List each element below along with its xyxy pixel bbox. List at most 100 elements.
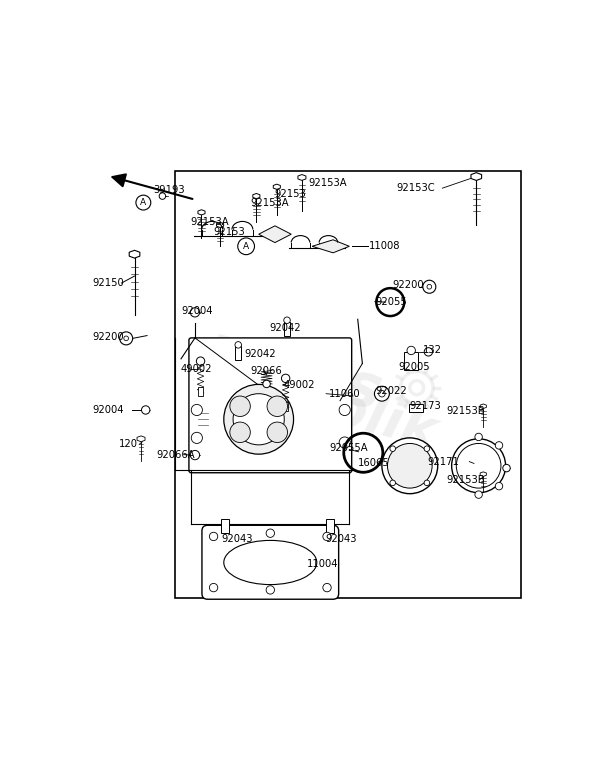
Polygon shape [259, 226, 291, 243]
Polygon shape [480, 404, 487, 408]
Text: 92004: 92004 [92, 405, 124, 415]
Circle shape [424, 480, 430, 486]
Circle shape [233, 394, 284, 445]
Bar [284, 322, 290, 336]
Text: 92042: 92042 [269, 323, 301, 333]
Text: 92005: 92005 [398, 362, 430, 372]
Text: 11004: 11004 [307, 560, 338, 570]
Circle shape [267, 396, 287, 416]
Bar [404, 352, 418, 370]
Circle shape [235, 342, 241, 348]
Text: 92150: 92150 [92, 278, 124, 288]
Circle shape [191, 432, 202, 443]
Circle shape [390, 446, 395, 452]
Circle shape [495, 442, 503, 449]
Text: 49002: 49002 [181, 363, 212, 374]
Circle shape [224, 384, 293, 454]
Text: 92042: 92042 [245, 349, 277, 359]
Circle shape [390, 480, 395, 486]
Text: A: A [140, 198, 146, 207]
Text: 92153A: 92153A [308, 177, 347, 188]
Circle shape [424, 446, 430, 452]
Text: 11008: 11008 [370, 241, 401, 251]
Circle shape [423, 281, 436, 293]
Circle shape [323, 532, 331, 541]
Circle shape [374, 386, 389, 401]
Circle shape [452, 439, 506, 493]
Circle shape [424, 348, 433, 356]
Circle shape [196, 357, 205, 365]
Polygon shape [137, 436, 145, 442]
Bar [283, 401, 288, 411]
Text: 92153: 92153 [214, 227, 245, 237]
FancyBboxPatch shape [202, 525, 338, 599]
Bar [221, 519, 229, 533]
Circle shape [475, 491, 482, 498]
Circle shape [475, 433, 482, 441]
Text: 92173: 92173 [410, 401, 442, 412]
Text: 92200: 92200 [392, 281, 424, 291]
Circle shape [263, 381, 271, 388]
Circle shape [119, 332, 133, 345]
Polygon shape [273, 184, 280, 189]
Text: 92153B: 92153B [446, 475, 485, 484]
Text: 11060: 11060 [328, 389, 360, 398]
Bar [198, 387, 203, 396]
Circle shape [159, 193, 166, 199]
Circle shape [266, 529, 274, 537]
Text: A: A [243, 242, 249, 251]
Text: 39193: 39193 [153, 184, 185, 195]
Circle shape [190, 450, 200, 460]
Circle shape [124, 336, 128, 341]
Circle shape [388, 443, 432, 488]
Circle shape [209, 532, 218, 541]
Circle shape [323, 584, 331, 592]
Text: 92153A: 92153A [190, 217, 229, 226]
Circle shape [266, 586, 274, 594]
Circle shape [407, 346, 415, 355]
Circle shape [142, 406, 150, 414]
Polygon shape [217, 222, 224, 228]
Text: 16065: 16065 [358, 458, 389, 468]
Text: 92055A: 92055A [330, 443, 368, 453]
Circle shape [191, 405, 202, 415]
Circle shape [267, 422, 287, 443]
Polygon shape [253, 194, 260, 198]
Polygon shape [198, 210, 205, 215]
Text: 92043: 92043 [221, 534, 253, 544]
Text: 92153: 92153 [274, 189, 306, 199]
Text: 92022: 92022 [375, 386, 407, 396]
Circle shape [339, 405, 350, 415]
Text: 92066A: 92066A [157, 449, 195, 460]
Text: republik: republik [191, 346, 442, 460]
Circle shape [503, 464, 510, 472]
Text: 92171: 92171 [427, 456, 460, 467]
Circle shape [230, 396, 250, 416]
Polygon shape [129, 250, 140, 258]
Polygon shape [471, 173, 482, 181]
Text: 132: 132 [423, 345, 442, 355]
Text: 92200: 92200 [92, 332, 124, 342]
Circle shape [281, 374, 290, 383]
Text: parts: parts [199, 319, 388, 422]
Circle shape [136, 195, 151, 210]
Text: 92066: 92066 [251, 367, 283, 377]
Text: 92055: 92055 [375, 297, 407, 307]
Circle shape [427, 284, 431, 289]
Circle shape [382, 438, 438, 494]
Circle shape [284, 317, 290, 323]
Circle shape [379, 391, 385, 397]
Polygon shape [312, 239, 349, 253]
Bar [409, 404, 423, 412]
Bar [235, 346, 241, 360]
Text: 92153C: 92153C [397, 183, 436, 193]
FancyBboxPatch shape [189, 338, 352, 473]
Text: 120: 120 [119, 439, 138, 449]
Text: 92153B: 92153B [446, 406, 485, 416]
Bar [326, 519, 334, 533]
Polygon shape [480, 472, 487, 477]
Text: 92043: 92043 [325, 534, 356, 544]
Bar [175, 170, 521, 598]
Circle shape [230, 422, 250, 443]
Circle shape [238, 238, 254, 255]
